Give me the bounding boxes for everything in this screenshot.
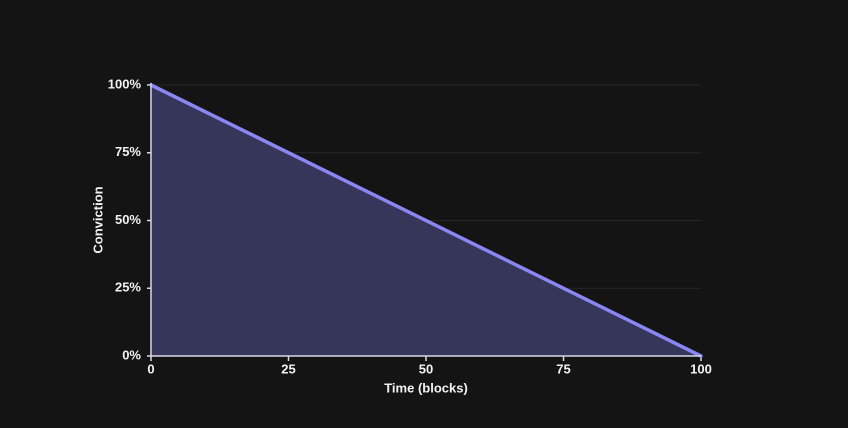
- y-tick-label: 75%: [115, 144, 141, 159]
- x-axis-label: Time (blocks): [384, 380, 468, 395]
- y-tick-label: 25%: [115, 280, 141, 295]
- x-tick-label: 100: [690, 361, 712, 376]
- y-tick-label: 100%: [108, 76, 142, 91]
- x-tick-label: 0: [147, 361, 154, 376]
- x-tick-label: 75: [556, 361, 570, 376]
- x-tick-label: 50: [419, 361, 433, 376]
- y-axis-label: Conviction: [90, 186, 105, 253]
- line: [149, 83, 703, 358]
- x-tick-label: 25: [281, 361, 295, 376]
- y-tick-label: 0%: [122, 347, 141, 362]
- y-tick-label: 50%: [115, 212, 141, 227]
